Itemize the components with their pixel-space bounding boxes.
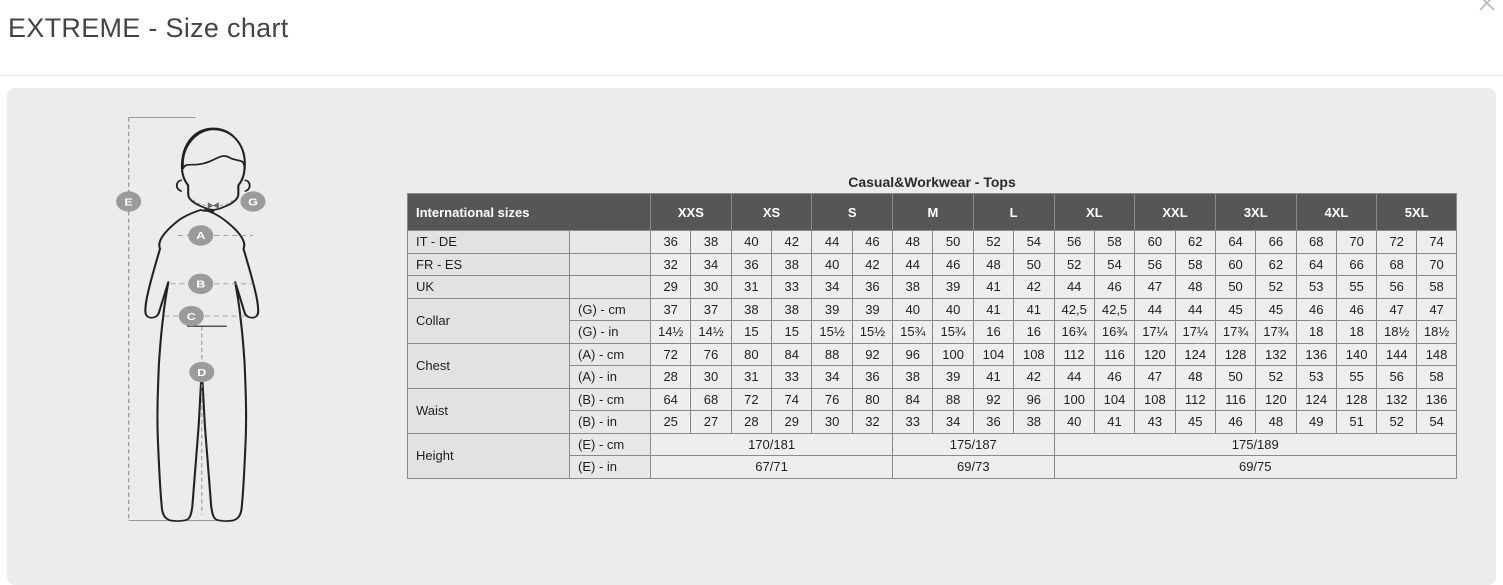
svg-text:G: G: [248, 197, 258, 208]
svg-text:D: D: [197, 368, 206, 379]
svg-text:B: B: [196, 280, 205, 291]
svg-text:A: A: [196, 231, 205, 242]
svg-text:E: E: [124, 197, 133, 208]
svg-text:C: C: [186, 312, 195, 323]
